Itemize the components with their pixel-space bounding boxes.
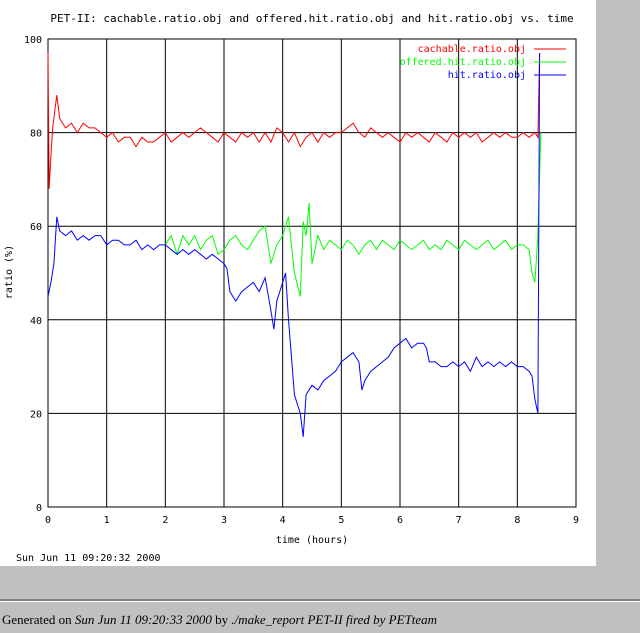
y-tick-label: 80 — [30, 129, 42, 140]
x-axis-label: time (hours) — [276, 535, 348, 546]
y-tick-label: 60 — [30, 222, 42, 233]
legend-label: offered.hit.ratio.obj — [400, 57, 526, 68]
series-line-cachable-ratio-obj — [47, 52, 541, 189]
plot-frame — [47, 38, 577, 508]
chart: PET-II: cachable.ratio.obj and offered.h… — [4, 12, 579, 564]
x-tick-label: 6 — [397, 515, 403, 526]
legend-label: hit.ratio.obj — [448, 70, 526, 81]
x-tick-label: 8 — [514, 515, 520, 526]
x-tick-label: 3 — [221, 515, 227, 526]
legend-label: cachable.ratio.obj — [418, 44, 526, 55]
footer-prefix: Generated on — [2, 612, 75, 627]
x-tick-label: 1 — [104, 515, 110, 526]
footer-by: by — [211, 612, 232, 627]
x-tick-label: 2 — [162, 515, 168, 526]
x-tick-label: 5 — [338, 515, 344, 526]
legend: cachable.ratio.obj offered.hit.ratio.obj h… — [400, 44, 566, 81]
series-line-hit-ratio-obj — [47, 52, 541, 437]
y-tick-label: 40 — [30, 316, 42, 327]
chart-timestamp: Sun Jun 11 09:20:32 2000 — [16, 553, 161, 564]
plot-panel: PET-II: cachable.ratio.obj and offered.h… — [0, 0, 596, 566]
footer-script: ./make_report PET-II — [231, 612, 343, 627]
footer-fired-by: fired by PETteam — [342, 612, 438, 627]
y-axis-label: ratio (%) — [4, 245, 15, 299]
x-tick-label: 7 — [456, 515, 462, 526]
series-line-offered-hit-ratio-obj — [164, 132, 542, 297]
footer-divider — [0, 599, 640, 602]
grid — [48, 39, 576, 507]
footer: Generated on Sun Jun 11 09:20:33 2000 by… — [2, 612, 437, 628]
x-tick-label: 9 — [573, 515, 579, 526]
y-tick-label: 0 — [36, 503, 42, 514]
axes: 0 1 2 3 4 5 6 7 8 9 0 20 40 60 80 100 — [24, 35, 579, 526]
y-tick-label: 100 — [24, 35, 42, 46]
chart-title: PET-II: cachable.ratio.obj and offered.h… — [50, 12, 573, 25]
footer-date: Sun Jun 11 09:20:33 2000 — [74, 612, 212, 627]
x-tick-label: 4 — [280, 515, 286, 526]
y-tick-label: 20 — [30, 409, 42, 420]
x-tick-label: 0 — [45, 515, 51, 526]
series-lines — [47, 52, 542, 437]
